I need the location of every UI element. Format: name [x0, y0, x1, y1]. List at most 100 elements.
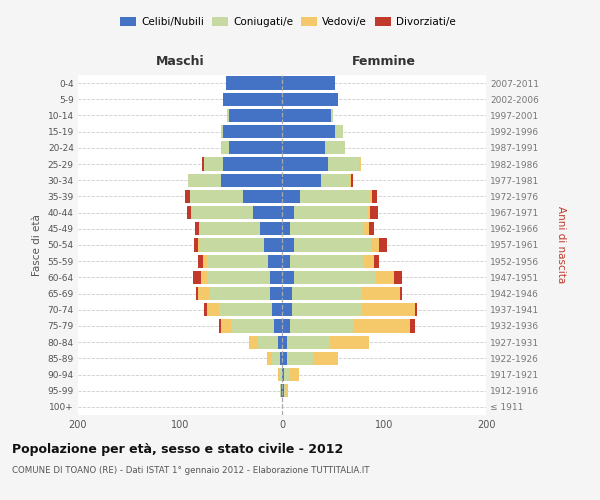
Bar — [287, 336, 330, 349]
Bar — [282, 92, 338, 106]
Bar — [282, 254, 290, 268]
Bar — [200, 238, 263, 252]
Bar — [282, 270, 294, 284]
Bar — [282, 190, 301, 203]
Bar — [362, 303, 415, 316]
Bar — [196, 222, 199, 235]
Bar — [284, 384, 286, 398]
Bar — [257, 336, 278, 349]
Bar — [290, 222, 364, 235]
Bar — [362, 287, 400, 300]
Bar — [282, 303, 292, 316]
Bar — [192, 206, 253, 220]
Bar — [294, 238, 371, 252]
Bar — [364, 222, 369, 235]
Bar — [280, 384, 281, 398]
Bar — [284, 368, 289, 381]
Bar — [290, 320, 353, 332]
Bar — [282, 222, 290, 235]
Bar — [199, 222, 200, 235]
Bar — [280, 368, 282, 381]
Bar — [221, 125, 223, 138]
Bar — [223, 125, 282, 138]
Bar — [191, 206, 192, 220]
Bar — [282, 320, 290, 332]
Bar — [282, 336, 287, 349]
Bar — [194, 238, 199, 252]
Bar — [202, 270, 206, 284]
Bar — [199, 254, 203, 268]
Bar — [270, 287, 282, 300]
Bar — [221, 320, 231, 332]
Legend: Celibi/Nubili, Coniugati/e, Vedovi/e, Divorziati/e: Celibi/Nubili, Coniugati/e, Vedovi/e, Di… — [116, 12, 460, 32]
Bar — [205, 158, 223, 170]
Bar — [364, 254, 374, 268]
Bar — [206, 270, 270, 284]
Bar — [282, 384, 284, 398]
Bar — [282, 206, 294, 220]
Bar — [353, 320, 410, 332]
Bar — [243, 190, 282, 203]
Bar — [185, 190, 190, 203]
Bar — [268, 254, 282, 268]
Bar — [379, 238, 387, 252]
Bar — [219, 320, 221, 332]
Bar — [371, 238, 379, 252]
Bar — [282, 125, 335, 138]
Bar — [270, 270, 282, 284]
Text: Maschi: Maschi — [155, 55, 205, 68]
Bar — [267, 352, 272, 365]
Bar — [229, 109, 282, 122]
Bar — [282, 287, 292, 300]
Bar — [278, 336, 282, 349]
Bar — [286, 384, 288, 398]
Bar — [280, 352, 282, 365]
Bar — [321, 174, 349, 187]
Bar — [282, 368, 284, 381]
Bar — [196, 287, 199, 300]
Y-axis label: Fasce di età: Fasce di età — [32, 214, 42, 276]
Bar — [376, 270, 394, 284]
Bar — [206, 254, 268, 268]
Bar — [290, 254, 364, 268]
Bar — [369, 222, 374, 235]
Bar — [221, 141, 229, 154]
Text: Popolazione per età, sesso e stato civile - 2012: Popolazione per età, sesso e stato civil… — [12, 442, 343, 456]
Bar — [209, 287, 270, 300]
Bar — [282, 174, 321, 187]
Bar — [223, 158, 282, 170]
Bar — [274, 320, 282, 332]
Bar — [328, 158, 359, 170]
Bar — [281, 384, 282, 398]
Bar — [349, 174, 352, 187]
Bar — [370, 206, 378, 220]
Y-axis label: Anni di nascita: Anni di nascita — [556, 206, 566, 284]
Bar — [352, 174, 353, 187]
Bar — [400, 287, 403, 300]
Bar — [282, 109, 331, 122]
Bar — [282, 352, 287, 365]
Bar — [374, 254, 379, 268]
Bar — [250, 336, 257, 349]
Bar — [415, 303, 416, 316]
Bar — [206, 303, 219, 316]
Bar — [199, 238, 200, 252]
Bar — [330, 336, 369, 349]
Bar — [260, 222, 282, 235]
Bar — [200, 222, 260, 235]
Bar — [229, 141, 282, 154]
Bar — [221, 174, 282, 187]
Bar — [331, 109, 333, 122]
Bar — [294, 270, 376, 284]
Bar — [193, 270, 202, 284]
Text: Femmine: Femmine — [352, 55, 416, 68]
Bar — [227, 109, 229, 122]
Bar — [335, 125, 343, 138]
Bar — [292, 303, 362, 316]
Text: COMUNE DI TOANO (RE) - Dati ISTAT 1° gennaio 2012 - Elaborazione TUTTITALIA.IT: COMUNE DI TOANO (RE) - Dati ISTAT 1° gen… — [12, 466, 370, 475]
Bar — [282, 238, 294, 252]
Bar — [368, 206, 370, 220]
Bar — [226, 76, 282, 90]
Bar — [231, 320, 274, 332]
Bar — [287, 352, 313, 365]
